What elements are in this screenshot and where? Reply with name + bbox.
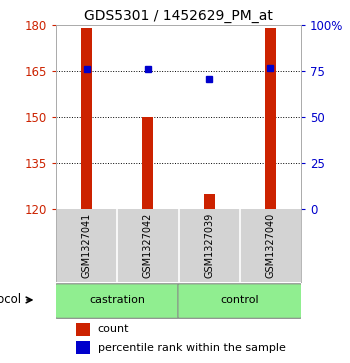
Text: GSM1327040: GSM1327040 xyxy=(265,213,275,278)
Text: GSM1327042: GSM1327042 xyxy=(143,213,153,278)
Bar xyxy=(76,323,90,335)
Bar xyxy=(81,28,92,209)
FancyBboxPatch shape xyxy=(178,284,302,318)
Text: GSM1327039: GSM1327039 xyxy=(204,213,214,278)
Title: GDS5301 / 1452629_PM_at: GDS5301 / 1452629_PM_at xyxy=(84,9,273,23)
Bar xyxy=(142,117,153,209)
Text: GSM1327041: GSM1327041 xyxy=(82,213,92,278)
FancyBboxPatch shape xyxy=(55,284,179,318)
Bar xyxy=(204,193,215,209)
Bar xyxy=(76,341,90,354)
Text: percentile rank within the sample: percentile rank within the sample xyxy=(98,343,286,353)
Text: protocol: protocol xyxy=(0,293,22,306)
Text: count: count xyxy=(98,324,129,334)
Bar xyxy=(265,28,276,209)
Text: castration: castration xyxy=(89,295,145,305)
Text: control: control xyxy=(220,295,259,305)
